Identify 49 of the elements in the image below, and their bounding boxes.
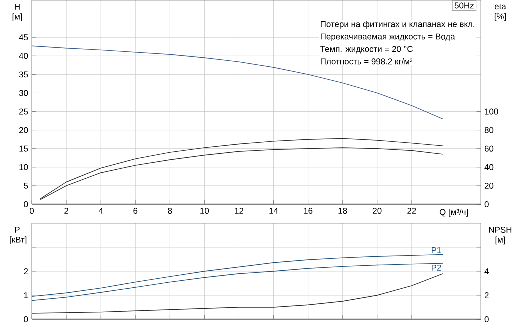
x-axis-title: Q [м³/ч]: [440, 209, 468, 217]
y-tick-label: 5: [24, 183, 28, 189]
x-tick-label: 14: [270, 208, 278, 214]
line-series: [32, 263, 444, 302]
y2-tick-label: 80: [484, 127, 494, 134]
x-tick-label: 10: [200, 208, 210, 214]
x-tick-label: 22: [408, 208, 416, 214]
chart-title: 50Hz: [454, 2, 474, 9]
series-label: P1: [432, 248, 442, 254]
x-tick-label: 8: [168, 208, 172, 214]
y-tick-label: 0: [24, 202, 28, 208]
annotation: Плотность = 998.2 кг/м³: [321, 58, 413, 65]
x-tick-label: 6: [134, 208, 138, 214]
y2-tick-label: 0: [484, 202, 489, 208]
y2-tick-label: 40: [484, 164, 494, 170]
annotation: Потери на фитингах и клапанах не вкл.: [321, 21, 475, 29]
series-label: P2: [432, 264, 442, 271]
x-tick-label: 2: [64, 208, 68, 214]
x-tick-label: 18: [338, 208, 348, 214]
y2-tick-label: 100: [485, 108, 498, 115]
x-tick-label: 20: [373, 208, 382, 214]
y2-axis-title: eta [%]: [494, 4, 506, 22]
y2-tick-label: 2: [484, 292, 489, 298]
y-tick-label: 20: [19, 127, 28, 134]
y2-tick-label: 0: [484, 316, 489, 322]
y-tick-label: 0: [24, 316, 28, 322]
y-axis-title: H [м]: [12, 4, 22, 22]
y2-tick-label: 20: [484, 182, 494, 189]
annotation: Темп. жидкости = 20 °C: [320, 46, 413, 54]
y2-axis-title: NPSH [м]: [489, 227, 512, 245]
y-tick-label: 30: [19, 90, 28, 96]
y-tick-label: 1: [24, 292, 28, 298]
annotation: Перекачиваемая жидкость = Вода: [321, 34, 456, 42]
y2-tick-label: 4: [484, 268, 489, 274]
y-tick-label: 2: [24, 268, 28, 274]
line-series: [32, 274, 444, 314]
x-tick-label: 16: [304, 208, 313, 214]
y-tick-label: 15: [20, 146, 28, 152]
x-tick-label: 4: [98, 208, 104, 214]
y-axis-title: P [кВт]: [10, 227, 27, 245]
y-tick-label: 45: [19, 34, 28, 41]
y2-tick-label: 60: [484, 146, 494, 152]
line-series: [32, 46, 444, 120]
x-tick-label: 12: [235, 208, 244, 214]
x-tick-label: 0: [30, 208, 34, 214]
y-tick-label: 40: [19, 53, 28, 60]
y-tick-label: 35: [19, 72, 28, 78]
y-tick-label: 25: [19, 108, 28, 115]
y-tick-label: 10: [20, 164, 28, 170]
